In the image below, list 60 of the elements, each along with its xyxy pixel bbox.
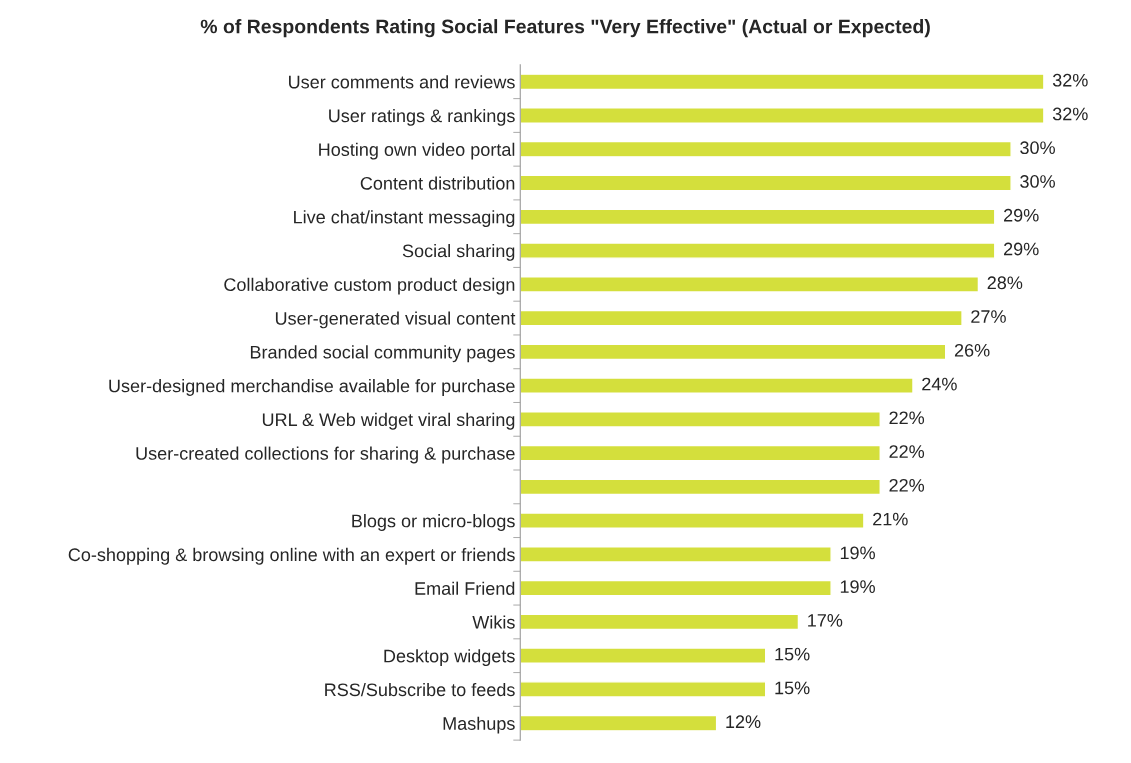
data-label: 29% [1004, 208, 1039, 222]
bar [520, 377, 914, 394]
bar [520, 613, 800, 631]
data-label: 30% [1020, 175, 1055, 188]
bar [520, 73, 1045, 91]
y-tick-label: Hosting own video portal [319, 142, 515, 160]
bar [520, 681, 767, 698]
y-tick-label: Content distribution [360, 176, 515, 190]
y-tick-label: User ratings & rankings [329, 108, 515, 126]
y-tick-label: Mashups [443, 716, 515, 734]
bar [520, 107, 1045, 124]
y-tick-label: Social sharing [402, 244, 515, 261]
y-tick-label: Collaborative custom product design [224, 277, 515, 295]
bar [520, 546, 832, 563]
data-label: 22% [889, 445, 925, 458]
y-tick-label: User comments and reviews [289, 75, 515, 89]
bar [520, 343, 947, 361]
y-tick-label: Blogs or micro-blogs [352, 514, 515, 531]
data-label: 30% [1020, 141, 1055, 155]
bar [520, 512, 865, 529]
y-tick-label: RSS/Subscribe to feeds [325, 682, 515, 697]
bar [520, 309, 963, 327]
data-label: 28% [987, 276, 1023, 290]
data-label: 29% [1004, 242, 1039, 256]
data-label: 15% [775, 647, 810, 661]
y-tick-label: URL & Web widget viral sharing [262, 412, 515, 430]
data-label: 15% [775, 681, 810, 695]
y-tick-label: User-generated visual content [275, 311, 516, 329]
bar [520, 208, 996, 226]
bar [520, 411, 881, 428]
data-label: 19% [840, 546, 875, 560]
data-label: 26% [954, 343, 990, 357]
data-label: 21% [873, 512, 908, 526]
bar [520, 242, 996, 259]
data-label: 12% [726, 715, 761, 728]
data-label: 19% [840, 580, 875, 594]
bar [520, 174, 1012, 192]
bar [520, 444, 881, 462]
bar [520, 478, 881, 496]
y-tick-label: Desktop widgets [384, 649, 515, 666]
bar [520, 276, 980, 293]
y-tick-label: Branded social community pages [250, 345, 515, 363]
data-label: 27% [971, 310, 1006, 323]
bar [520, 714, 718, 732]
bar [520, 647, 767, 664]
data-label: 32% [1052, 107, 1088, 121]
y-tick-label: Email Friend [415, 581, 515, 595]
y-tick-label: Live chat/instant messaging [294, 210, 515, 228]
chart-title: % of Respondents Rating Social Features "Very Effective" (Actual or Expected) [200, 19, 930, 38]
data-label: 22% [889, 478, 925, 492]
y-tick-label: Wikis [472, 615, 515, 629]
bar [520, 140, 1012, 158]
y-tick-label: Co-shopping & browsing online with an expert or friends [68, 547, 515, 565]
data-label: 32% [1052, 73, 1088, 87]
data-label: 22% [889, 411, 925, 425]
y-tick-label: User-designed merchandise available for purchase [109, 379, 515, 396]
y-tick-label: User-created collections for sharing & purchase [136, 446, 515, 464]
data-label: 24% [922, 377, 957, 391]
bar [520, 579, 832, 597]
data-label: 17% [808, 614, 843, 627]
